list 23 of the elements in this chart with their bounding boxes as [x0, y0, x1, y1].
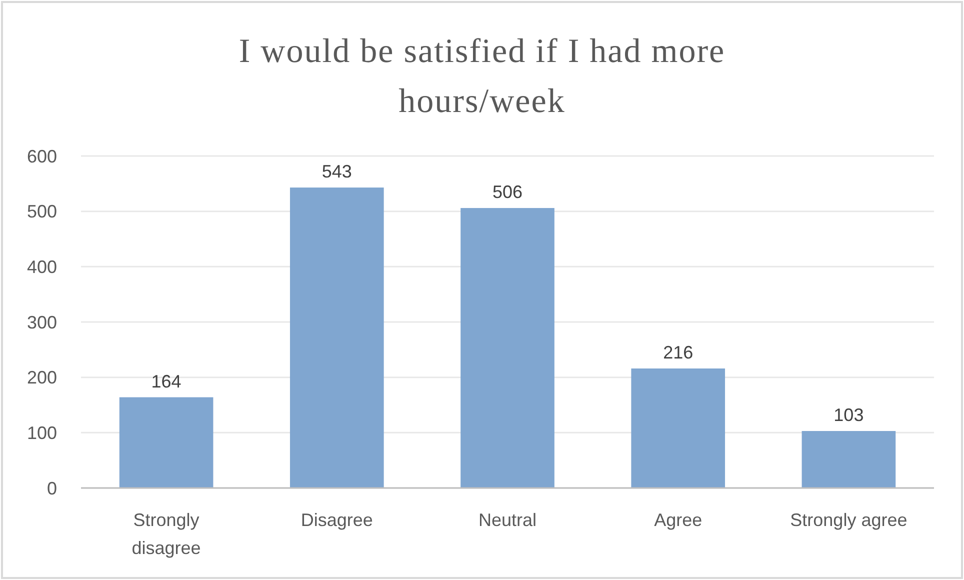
bar — [119, 397, 214, 488]
x-tick-label: Neutral — [478, 510, 537, 530]
y-tick-label: 0 — [46, 478, 57, 498]
y-tick-label: 500 — [26, 202, 57, 222]
data-label: 543 — [322, 162, 352, 182]
y-tick-label: 400 — [26, 256, 57, 277]
data-label: 164 — [151, 371, 182, 392]
y-tick-label: 100 — [26, 422, 57, 443]
y-tick-label: 300 — [26, 312, 57, 332]
chart-title: I would be satisfied if I had more hours/week — [238, 33, 726, 120]
bar — [460, 208, 554, 488]
y-tick-label: 600 — [26, 146, 57, 166]
data-label: 506 — [492, 182, 523, 202]
x-tick-label: Disagree — [300, 510, 373, 530]
data-label: 216 — [663, 342, 694, 362]
bar — [631, 368, 726, 488]
y-tick-label: 200 — [26, 368, 57, 388]
bar — [290, 188, 384, 488]
data-label: 103 — [834, 405, 864, 426]
bar — [802, 431, 896, 488]
x-tick-label: Agree — [654, 510, 702, 530]
x-tick-label: Strongly disagree — [132, 510, 201, 558]
x-tick-label: Strongly agree — [790, 510, 908, 530]
